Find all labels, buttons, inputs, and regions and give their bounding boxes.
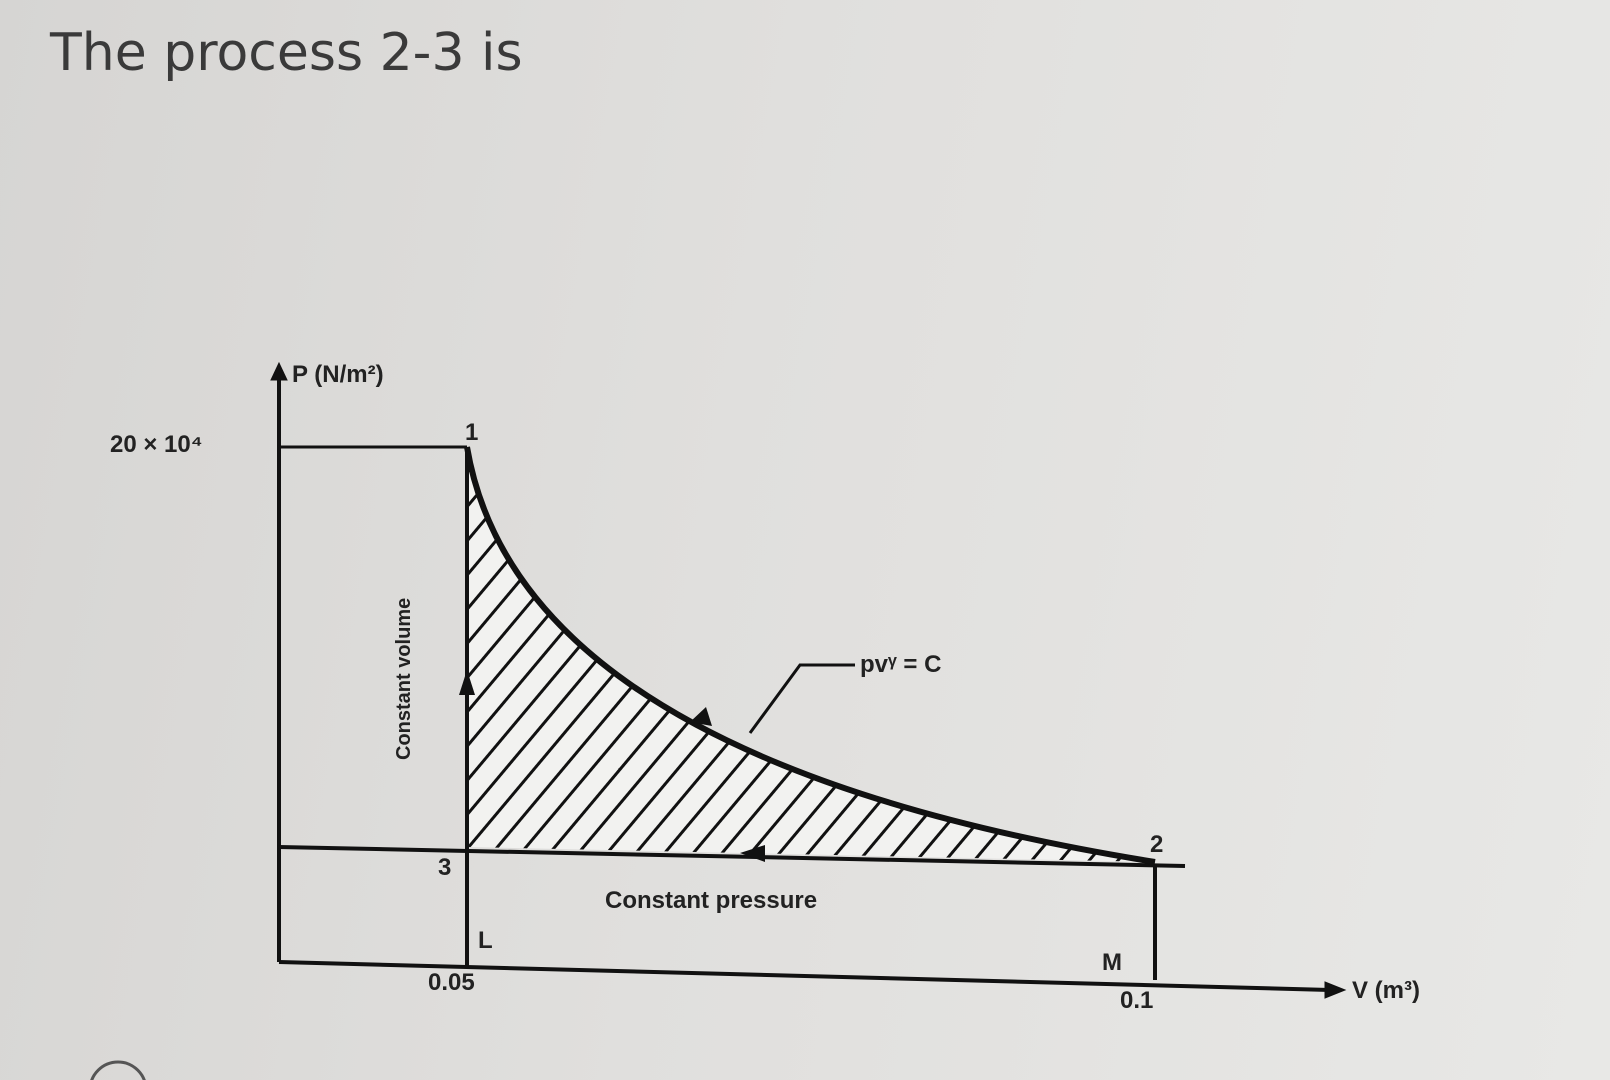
question-title: The process 2-3 is: [49, 23, 523, 83]
arrow-curve: [690, 707, 712, 726]
work-area: [467, 447, 1155, 862]
volume-mark: 0.05: [428, 969, 475, 996]
curve-label: pvᵞ = C: [860, 651, 941, 678]
arrow-up: [459, 670, 475, 695]
point-label: M: [1102, 949, 1122, 976]
y-axis-label: P (N/m²): [292, 361, 384, 388]
process-label: Constant pressure: [605, 887, 817, 914]
x-axis-arrow: [1324, 981, 1347, 999]
volume-mark: 0.1: [1120, 987, 1153, 1014]
radio-button[interactable]: [90, 1060, 146, 1080]
leader-line: [748, 663, 855, 734]
point-label: 1: [465, 419, 478, 446]
x-axis-label: V (m³): [1352, 977, 1420, 1004]
point-label: 2: [1150, 831, 1163, 858]
point-label: L: [478, 927, 493, 954]
y-axis-arrow: [270, 361, 288, 381]
arrow-left: [740, 845, 765, 862]
process-label: Constant volume: [393, 598, 415, 760]
point-label: 3: [438, 854, 451, 881]
pv-diagram: [270, 361, 1347, 999]
x-axis: [278, 960, 1331, 992]
expansion-curve: [464, 446, 1156, 865]
pressure-mark: 20 × 10⁴: [110, 431, 203, 458]
guide-pressure: [278, 845, 1186, 868]
